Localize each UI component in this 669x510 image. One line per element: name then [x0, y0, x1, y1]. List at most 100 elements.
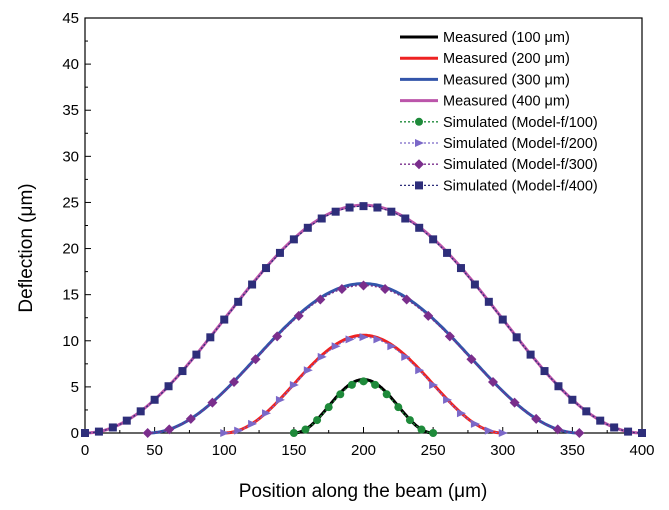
simulated-point: [552, 424, 563, 435]
x-tick-label: 350: [560, 442, 585, 459]
simulated-point: [150, 395, 159, 404]
simulated-point: [301, 425, 310, 434]
simulated-point: [228, 377, 239, 388]
simulated-point: [638, 429, 646, 437]
simulated-point: [423, 310, 434, 321]
simulated-line-4: [84, 205, 643, 434]
simulated-point: [429, 235, 438, 244]
simulated-point: [272, 331, 283, 342]
simulated-point: [415, 366, 425, 375]
simulated-point: [220, 429, 230, 437]
y-tick-label: 40: [62, 56, 79, 73]
simulated-point: [136, 407, 145, 416]
simulated-point: [324, 403, 333, 412]
legend-label: Simulated (Model-f/400): [443, 178, 598, 194]
simulated-point: [401, 352, 411, 361]
simulated-point: [185, 413, 196, 424]
simulated-point: [415, 223, 424, 232]
simulated-point: [345, 335, 355, 344]
legend-marker: [415, 181, 423, 190]
simulated-line-1: [293, 380, 434, 434]
simulated-point: [429, 381, 439, 390]
legend-marker: [415, 139, 424, 147]
simulated-point: [470, 280, 479, 289]
simulated-point: [456, 264, 465, 273]
simulated-point: [108, 423, 117, 432]
y-tick-label: 20: [62, 241, 79, 258]
simulated-point: [81, 429, 89, 437]
simulated-point: [443, 248, 452, 257]
simulated-point: [405, 416, 414, 425]
simulated-point: [498, 315, 507, 324]
simulated-point: [554, 382, 563, 391]
simulated-point: [531, 413, 542, 424]
simulated-line-3: [147, 284, 580, 434]
simulated-point: [347, 380, 356, 389]
simulated-point: [444, 331, 455, 342]
legend-label: Measured (100 μm): [443, 30, 570, 46]
simulated-point: [178, 367, 187, 376]
simulated-point: [192, 350, 201, 359]
simulated-point: [303, 366, 313, 375]
simulated-point: [313, 416, 322, 425]
simulated-point: [289, 381, 299, 390]
y-tick-label: 5: [71, 379, 79, 396]
simulated-point: [315, 294, 326, 305]
y-tick-label: 30: [62, 148, 79, 165]
simulated-point: [359, 333, 369, 342]
x-tick-label: 200: [351, 442, 376, 459]
simulated-point: [526, 350, 535, 359]
simulated-point: [484, 426, 494, 435]
simulated-point: [262, 409, 272, 418]
simulated-point: [220, 315, 229, 324]
y-axis-title: Deflection (μm): [16, 183, 37, 312]
simulated-point: [164, 382, 173, 391]
legend-marker: [415, 117, 423, 126]
y-tick-label: 15: [62, 287, 79, 304]
legend-marker: [414, 159, 424, 170]
simulated-point: [317, 352, 327, 361]
simulated-point: [596, 416, 605, 425]
simulated-point: [574, 428, 585, 438]
x-tick-label: 400: [629, 442, 654, 459]
y-tick-label: 10: [62, 333, 79, 350]
simulated-point: [359, 202, 368, 211]
simulated-point: [456, 409, 466, 418]
simulated-point: [429, 429, 438, 437]
simulated-point: [331, 342, 341, 351]
simulated-point: [331, 207, 340, 216]
simulated-point: [488, 377, 499, 388]
simulated-point: [568, 395, 577, 404]
simulated-point: [380, 284, 391, 295]
simulated-point: [142, 428, 153, 438]
simulated-point: [317, 214, 326, 223]
simulated-point: [234, 426, 244, 435]
y-tick-label: 25: [62, 194, 79, 211]
measured-line-3: [147, 282, 580, 435]
simulated-point: [248, 280, 257, 289]
simulated-point: [498, 429, 508, 437]
simulated-point: [509, 397, 520, 408]
simulated-point: [582, 407, 591, 416]
simulated-point: [289, 235, 298, 244]
simulated-point: [275, 248, 284, 257]
simulated-point: [358, 280, 369, 291]
simulated-point: [417, 425, 426, 434]
simulated-point: [512, 333, 521, 342]
x-tick-label: 300: [490, 442, 515, 459]
simulated-point: [248, 419, 258, 428]
x-tick-label: 100: [212, 442, 237, 459]
simulated-point: [303, 223, 312, 232]
simulated-point: [275, 395, 285, 404]
simulated-point: [359, 377, 368, 386]
simulated-point: [401, 294, 412, 305]
simulated-point: [206, 333, 215, 342]
simulated-point: [122, 416, 131, 425]
x-tick-label: 150: [281, 442, 306, 459]
legend-label: Simulated (Model-f/100): [443, 115, 598, 131]
legend-label: Measured (200 μm): [443, 51, 570, 67]
y-tick-label: 45: [62, 10, 79, 27]
y-tick-label: 35: [62, 102, 79, 119]
